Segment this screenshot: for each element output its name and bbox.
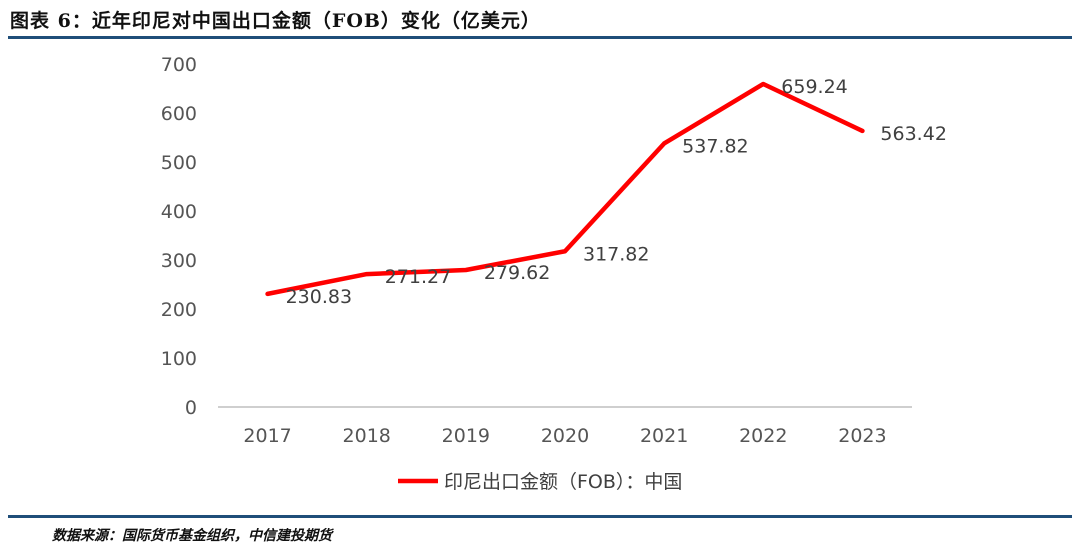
legend-label: 印尼出口金额（FOB）：中国	[444, 471, 682, 493]
series-line	[265, 81, 865, 297]
y-tick-label: 500	[161, 152, 197, 174]
y-tick-label: 600	[161, 103, 197, 125]
x-tick-label: 2018	[343, 425, 391, 447]
y-tick-label: 200	[161, 299, 197, 321]
y-tick-label: 400	[161, 201, 197, 223]
x-tick-label: 2019	[442, 425, 490, 447]
x-tick-label: 2020	[541, 425, 589, 447]
y-tick-label: 0	[185, 397, 197, 419]
data-label: 230.83	[286, 286, 352, 308]
y-tick-label: 100	[161, 348, 197, 370]
x-tick-label: 2022	[739, 425, 787, 447]
y-tick-label: 700	[161, 54, 197, 76]
data-label: 659.24	[781, 76, 847, 98]
data-label: 563.42	[880, 123, 946, 145]
y-axis-ticks: 0 100 200 300 400 500 600 700	[161, 54, 197, 419]
x-tick-label: 2021	[640, 425, 688, 447]
data-label: 271.27	[385, 266, 451, 288]
data-labels: 230.83 271.27 279.62 317.82 537.82 659.24 563.…	[286, 76, 947, 308]
y-tick-label: 300	[161, 250, 197, 272]
legend: 印尼出口金额（FOB）：中国	[398, 471, 682, 493]
x-axis-ticks: 2017 2018 2019 2020 2021 2022 2023	[243, 425, 886, 447]
x-tick-label: 2023	[838, 425, 886, 447]
data-label: 537.82	[682, 135, 748, 157]
source-note: 数据来源：国际货币基金组织，中信建投期货	[52, 528, 332, 544]
top-divider	[8, 36, 1072, 39]
x-tick-label: 2017	[243, 425, 291, 447]
data-label: 279.62	[484, 262, 550, 284]
data-label: 317.82	[583, 243, 649, 265]
chart-title: 图表 6：近年印尼对中国出口金额（FOB）变化（亿美元）	[10, 10, 541, 32]
bottom-divider	[8, 515, 1072, 518]
